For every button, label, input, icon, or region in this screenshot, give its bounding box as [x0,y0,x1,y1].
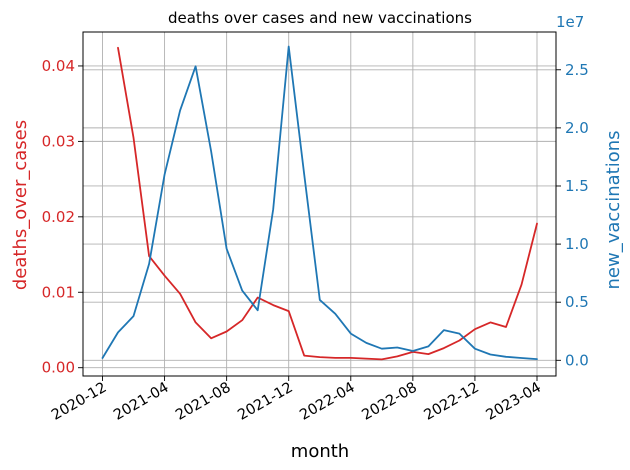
y-right-tick-label: 0.5 [565,293,589,311]
y-right-tick-label: 2.0 [565,119,589,137]
y-axis-right-offset-text: 1e7 [556,13,584,31]
y-left-tick-label: 0.04 [42,57,75,75]
x-tick-label: 2022-08 [359,380,419,424]
y-axis-right-label: new_vaccinations [603,131,624,290]
x-tick-label: 2022-04 [297,380,357,424]
y-right-tick-label: 1.5 [565,177,589,195]
chart-title: deaths over cases and new vaccinations [168,9,472,27]
series-line-deaths-over-cases [117,46,538,361]
y-left-tick-label: 0.00 [42,359,75,377]
y-axis-right-ticks: 0.0 0.5 1.0 1.5 2.0 2.5 [556,61,589,369]
x-tick-label: 2022-12 [421,380,481,424]
x-tick-label: 2021-04 [111,380,171,424]
x-tick-label: 2021-12 [235,380,295,424]
x-axis-ticks: 2020-12 2021-04 2021-08 2021-12 2022-04 2022-… [49,376,544,424]
y-axis-left-label: deaths_over_cases [10,120,31,290]
x-tick-label: 2021-08 [173,380,233,424]
series-lines [101,45,538,361]
y-right-tick-label: 0.0 [565,351,589,369]
x-axis-label: month [291,441,349,462]
x-tick-label: 2023-04 [484,380,544,424]
grid [83,32,556,376]
series-line-new-vaccinations [101,45,538,361]
y-right-tick-label: 1.0 [565,235,589,253]
y-right-tick-label: 2.5 [565,61,589,79]
y-left-tick-label: 0.01 [42,283,75,301]
y-left-tick-label: 0.03 [42,132,75,150]
y-left-tick-label: 0.02 [42,208,75,226]
plot-frame [82,31,557,377]
y-axis-left-ticks: 0.00 0.01 0.02 0.03 0.04 [42,57,83,377]
x-tick-label: 2020-12 [49,380,109,424]
